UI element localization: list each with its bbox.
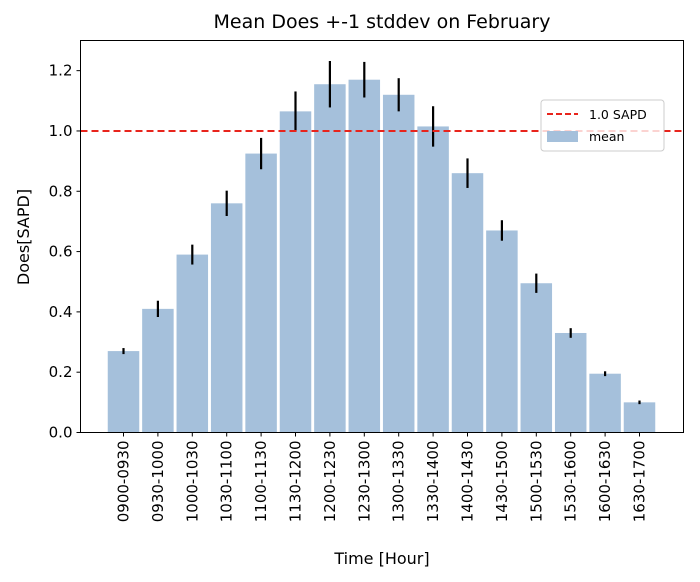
bar: [623, 402, 656, 433]
x-axis: 0900-0930 0930-1000 1000-1030 1030-1100 1100…: [115, 432, 649, 523]
x-tick-label: 1100-1130: [252, 441, 270, 523]
x-tick-label: 1600-1630: [596, 441, 614, 523]
bar: [520, 283, 553, 433]
y-axis-label: Does[SAPD]: [14, 189, 33, 285]
bar: [554, 332, 587, 433]
bar: [417, 126, 449, 433]
bar: [451, 173, 484, 433]
x-axis-label: Time [Hour]: [333, 549, 429, 568]
y-tick-label: 1.0: [49, 122, 73, 140]
bars: [107, 79, 656, 433]
y-tick-label: 0.2: [49, 363, 73, 381]
x-tick-label: 1430-1500: [493, 441, 511, 523]
y-tick-label: 0.4: [49, 303, 73, 321]
y-axis: 0.0 0.2 0.4 0.6 0.8 1.0 1.2: [49, 62, 81, 442]
y-tick-label: 0.8: [49, 182, 73, 200]
bar: [382, 94, 415, 433]
bar: [142, 308, 174, 433]
x-tick-label: 1000-1030: [183, 441, 201, 523]
x-tick-label: 0900-0930: [115, 441, 133, 523]
legend-label-reference: 1.0 SAPD: [589, 107, 647, 122]
x-tick-label: 1230-1300: [355, 441, 373, 523]
bar: [176, 254, 209, 433]
x-tick-label: 1300-1330: [390, 441, 408, 523]
y-tick-label: 0.6: [49, 243, 73, 261]
bar: [589, 373, 621, 433]
x-tick-label: 1530-1600: [562, 441, 580, 523]
bar: [279, 111, 312, 433]
x-tick-label: 1630-1700: [631, 441, 649, 523]
legend: 1.0 SAPD mean: [540, 99, 665, 152]
bar: [348, 79, 381, 433]
x-tick-label: 1400-1430: [459, 441, 477, 523]
x-tick-label: 1330-1400: [424, 441, 442, 523]
y-tick-label: 0.0: [49, 424, 73, 442]
plot-frame: [80, 40, 684, 433]
x-tick-label: 1500-1530: [527, 441, 545, 523]
x-tick-label: 1200-1230: [321, 441, 339, 523]
chart-title: Mean Does +-1 stddev on February: [214, 11, 551, 33]
bar: [107, 351, 140, 433]
x-tick-label: 1030-1100: [218, 441, 236, 523]
y-tick-label: 1.2: [49, 62, 73, 80]
bar: [210, 203, 243, 433]
bar: [245, 153, 277, 433]
x-tick-label: 1130-1200: [287, 441, 305, 523]
x-tick-label: 0930-1000: [149, 441, 167, 523]
bar: [314, 84, 346, 433]
error-bars: [122, 61, 641, 405]
legend-label-mean: mean: [589, 129, 624, 144]
bar: [486, 230, 518, 433]
legend-bar-swatch: [547, 131, 578, 142]
